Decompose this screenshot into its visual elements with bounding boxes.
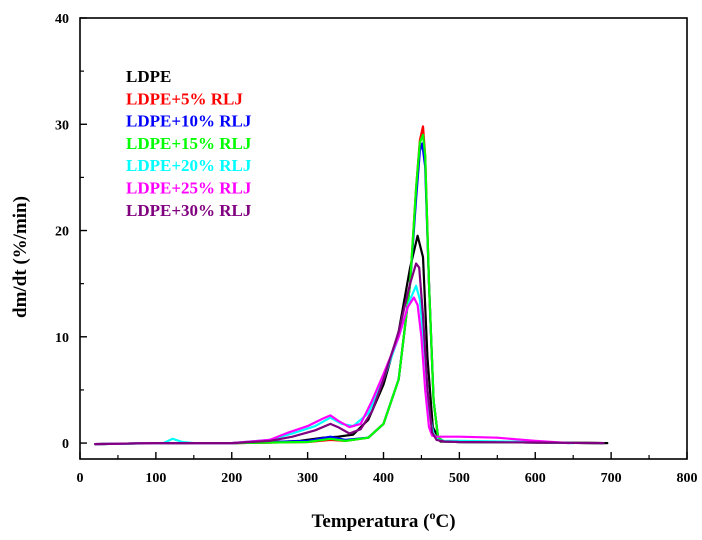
legend-entry-3: LDPE+10% RLJ: [126, 112, 252, 131]
y-tick-label: 20: [55, 225, 69, 240]
y-tick-label: 0: [62, 437, 69, 452]
series-line-7: [94, 262, 605, 446]
y-tick-label: 10: [55, 331, 69, 346]
legend-entry-4: LDPE+15% RLJ: [126, 134, 252, 153]
legend-entry-1: LDPE: [126, 67, 171, 86]
x-axis-title: Temperatura (oC): [311, 508, 455, 532]
tick-layer: 0 100 200 300 400 500 600 700 800 0 10 20 30 40: [55, 12, 698, 486]
y-axis-title: dm/dt (%/min): [10, 196, 31, 318]
x-tick-label: 0: [77, 471, 84, 486]
legend-entry-7: LDPE+30% RLJ: [126, 201, 252, 220]
x-tick-label: 700: [601, 471, 622, 486]
x-tick-label: 800: [677, 471, 698, 486]
y-tick-label: 40: [55, 12, 69, 27]
series-line-6: [94, 296, 571, 446]
y-tick-label: 30: [55, 118, 69, 133]
legend-entry-5: LDPE+20% RLJ: [126, 156, 252, 175]
x-tick-label: 400: [373, 471, 394, 486]
x-tick-label: 500: [449, 471, 470, 486]
x-tick-label: 600: [525, 471, 546, 486]
legend: LDPE LDPE+5% RLJ LDPE+10% RLJ LDPE+15% RLJ L…: [126, 67, 252, 220]
series-line-5: [94, 284, 575, 446]
legend-entry-2: LDPE+5% RLJ: [126, 89, 243, 108]
x-tick-label: 100: [145, 471, 166, 486]
x-tick-label: 300: [297, 471, 318, 486]
series-layer: [94, 125, 609, 446]
legend-entry-6: LDPE+25% RLJ: [126, 179, 252, 198]
x-tick-label: 200: [221, 471, 242, 486]
series-line-1: [94, 234, 609, 446]
x-axis-title-superscript: o: [429, 508, 435, 522]
